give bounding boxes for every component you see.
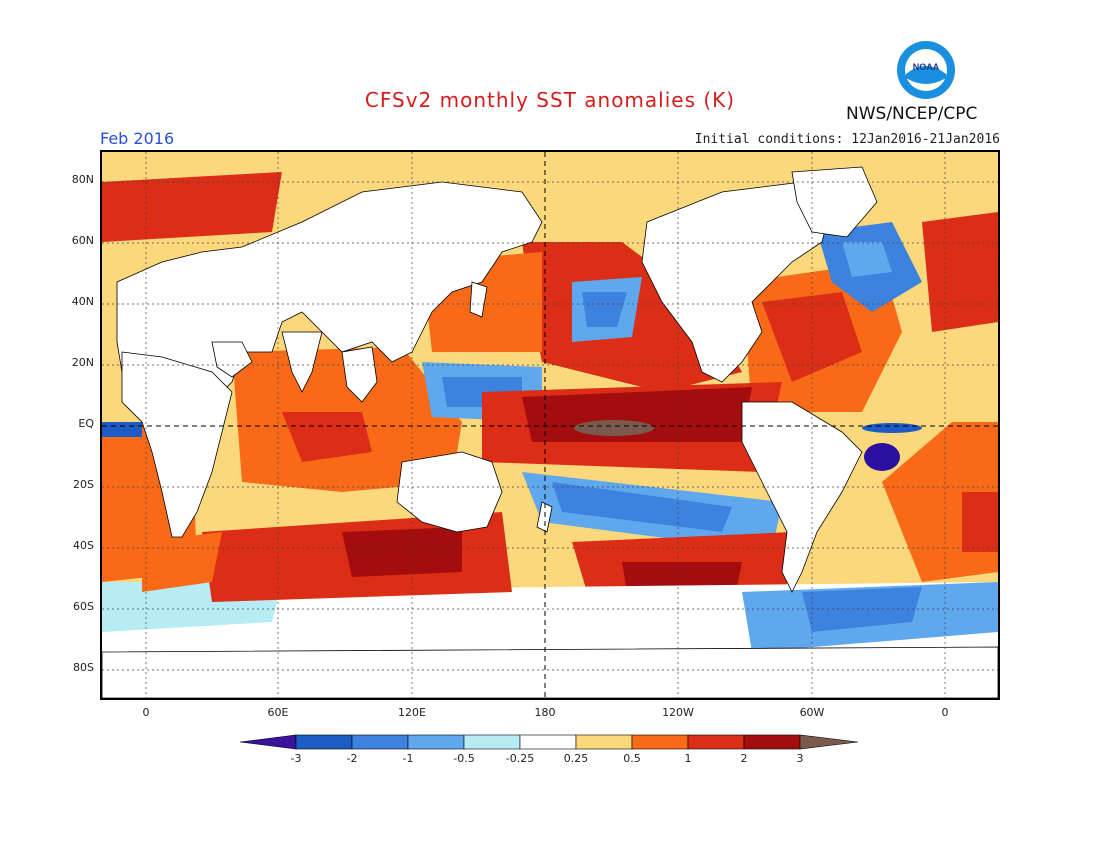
anomaly-fields	[102, 172, 998, 652]
lat-label: 60N	[71, 234, 94, 247]
colorbar-label: 0.25	[563, 752, 589, 765]
colorbar-bin	[519, 734, 577, 750]
grid-lines	[102, 152, 998, 698]
colorbar-label: 1	[684, 752, 692, 765]
colorbar-label: -1	[402, 752, 414, 765]
colorbar-label: -0.5	[453, 752, 475, 765]
lon-label: 60W	[799, 706, 825, 719]
lon-label: 120E	[398, 706, 426, 719]
lat-label: 60S	[73, 600, 94, 613]
colorbar-bin	[743, 734, 801, 750]
lat-label: 20N	[71, 356, 94, 369]
colorbar-label: 3	[796, 752, 804, 765]
colorbar-bin	[463, 734, 521, 750]
colorbar-bin	[631, 734, 689, 750]
organization-label: NWS/NCEP/CPC	[846, 104, 978, 124]
noaa-logo: NOAA	[896, 40, 956, 104]
initial-conditions-label: Initial conditions: 12Jan2016-21Jan2016	[694, 132, 1000, 147]
chart-title: CFSv2 monthly SST anomalies (K)	[364, 88, 736, 112]
colorbar-label: -2	[346, 752, 358, 765]
lat-label: EQ	[78, 417, 94, 430]
colorbar-bin	[295, 734, 353, 750]
colorbar-arrow-high	[799, 734, 859, 750]
colorbar-bin	[407, 734, 465, 750]
colorbar-label: 2	[740, 752, 748, 765]
forecast-month-label: Feb 2016	[100, 129, 175, 148]
continents	[102, 166, 998, 698]
colorbar-bin	[687, 734, 745, 750]
lon-label: 180	[534, 706, 556, 719]
lon-label: 0	[941, 706, 949, 719]
lon-label: 0	[142, 706, 150, 719]
sst-anomaly-map	[100, 150, 1000, 700]
colorbar-label: -0.25	[505, 752, 535, 765]
colorbar-bin	[575, 734, 633, 750]
colorbar-arrow-low	[239, 734, 297, 750]
lat-label: 20S	[73, 478, 94, 491]
colorbar-bin	[351, 734, 409, 750]
lon-label: 60E	[267, 706, 289, 719]
svg-text:NOAA: NOAA	[913, 62, 940, 72]
colorbar-label: 0.5	[623, 752, 641, 765]
lat-label: 80S	[73, 661, 94, 674]
lat-label: 40S	[73, 539, 94, 552]
lat-label: 40N	[71, 295, 94, 308]
lon-label: 120W	[662, 706, 694, 719]
lat-label: 80N	[71, 173, 94, 186]
colorbar-label: -3	[290, 752, 302, 765]
